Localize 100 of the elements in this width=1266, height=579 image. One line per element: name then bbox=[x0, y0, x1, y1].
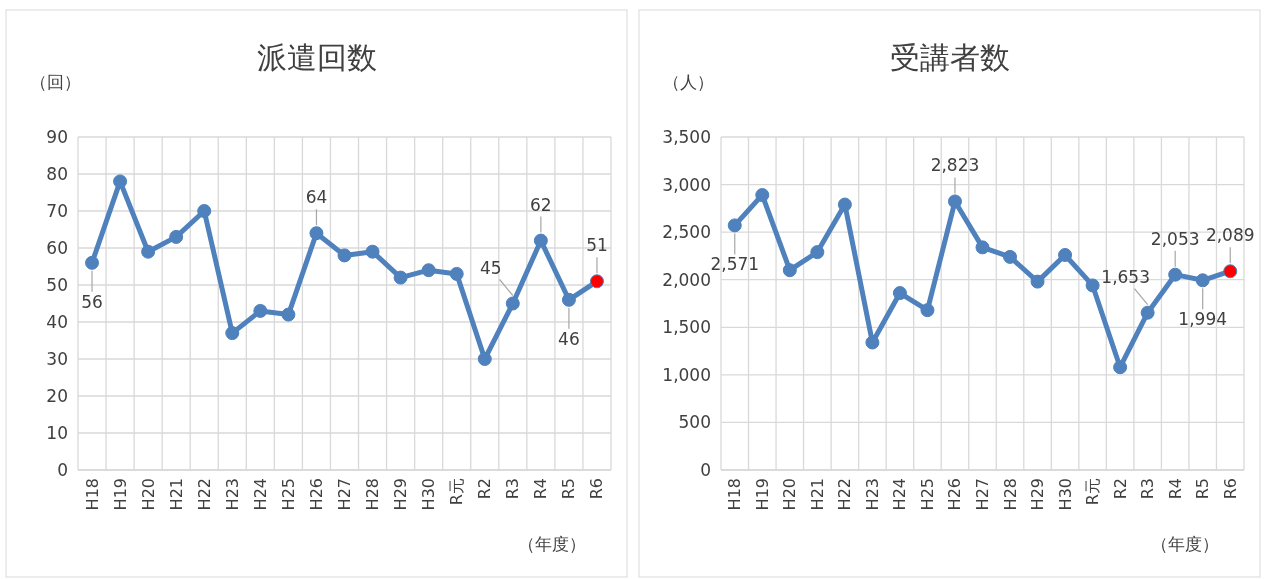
x-axis-title: （年度） bbox=[1151, 534, 1219, 554]
x-tick-label: H27 bbox=[973, 478, 992, 511]
x-tick-label: H22 bbox=[835, 478, 855, 511]
y-tick-label: 0 bbox=[57, 460, 68, 480]
point bbox=[1195, 273, 1210, 288]
x-tick-label: H25 bbox=[917, 478, 937, 511]
data-label: 2,089 bbox=[1205, 225, 1255, 246]
data-label: 2,053 bbox=[1150, 228, 1200, 249]
y-tick-label: 40 bbox=[46, 312, 68, 332]
y-tick-label: 500 bbox=[678, 412, 711, 433]
point bbox=[1030, 274, 1045, 289]
point bbox=[85, 255, 100, 270]
y-tick-label: 3,500 bbox=[662, 127, 711, 147]
chart-title: 派遣回数 bbox=[256, 40, 377, 75]
data-label: 56 bbox=[81, 291, 103, 312]
point bbox=[113, 174, 128, 189]
point bbox=[225, 326, 240, 341]
x-tick-label: H19 bbox=[110, 478, 130, 511]
point bbox=[920, 303, 935, 318]
y-tick-label: 2,000 bbox=[662, 269, 711, 290]
point bbox=[1168, 267, 1183, 282]
x-tick-label: H29 bbox=[391, 478, 411, 511]
data-label: 62 bbox=[530, 194, 552, 215]
x-tick-label: R5 bbox=[559, 478, 579, 500]
point bbox=[393, 270, 408, 285]
x-tick-label: H26 bbox=[306, 478, 326, 511]
y-tick-label: 80 bbox=[46, 164, 68, 184]
y-tick-label: 20 bbox=[46, 386, 68, 406]
y-tick-label: 2,500 bbox=[662, 222, 711, 243]
point bbox=[253, 303, 268, 318]
data-label: 1,653 bbox=[1101, 266, 1150, 287]
x-tick-label: H24 bbox=[250, 478, 270, 511]
x-tick-label: H20 bbox=[780, 478, 800, 511]
x-tick-label: R4 bbox=[1165, 478, 1185, 500]
y-tick-label: 3,000 bbox=[662, 174, 711, 195]
y-axis-title: （人） bbox=[663, 72, 714, 92]
point bbox=[1113, 360, 1128, 375]
point bbox=[477, 352, 492, 366]
x-tick-label: H19 bbox=[752, 478, 772, 511]
point bbox=[975, 240, 990, 255]
x-tick-label: R6 bbox=[1220, 478, 1240, 500]
point bbox=[782, 263, 797, 278]
x-tick-label: H23 bbox=[862, 478, 882, 511]
point bbox=[1058, 247, 1073, 262]
point bbox=[533, 233, 548, 248]
point bbox=[421, 263, 436, 278]
point bbox=[505, 296, 520, 311]
point bbox=[892, 286, 907, 301]
x-tick-label: R3 bbox=[503, 478, 523, 500]
y-tick-label: 1,000 bbox=[662, 364, 711, 385]
x-tick-label: R4 bbox=[531, 478, 551, 500]
y-tick-label: 10 bbox=[46, 423, 68, 443]
x-tick-label: H21 bbox=[166, 478, 186, 511]
x-tick-label: H21 bbox=[807, 478, 827, 511]
point bbox=[169, 229, 184, 244]
point bbox=[727, 218, 742, 233]
x-tick-label: H25 bbox=[278, 478, 298, 511]
point bbox=[197, 204, 212, 218]
data-label: 2,823 bbox=[930, 155, 980, 176]
x-tick-label: R2 bbox=[475, 478, 495, 500]
point bbox=[1223, 264, 1238, 279]
y-tick-label: 90 bbox=[46, 127, 68, 147]
y-tick-label: 60 bbox=[46, 238, 68, 258]
y-tick-label: 30 bbox=[46, 349, 68, 369]
x-tick-label: H29 bbox=[1028, 478, 1048, 511]
x-tick-label: H18 bbox=[82, 478, 102, 511]
point bbox=[810, 245, 825, 260]
x-tick-label: R元 bbox=[447, 478, 467, 506]
data-label: 64 bbox=[305, 187, 328, 208]
x-tick-label: H28 bbox=[1000, 478, 1020, 511]
x-tick-label: H18 bbox=[725, 478, 745, 511]
x-tick-label: H26 bbox=[945, 478, 965, 511]
point bbox=[309, 226, 324, 241]
point bbox=[755, 188, 770, 203]
y-axis-title: （回） bbox=[30, 72, 81, 92]
x-tick-label: H22 bbox=[194, 478, 214, 511]
point bbox=[837, 197, 852, 212]
x-tick-label: H28 bbox=[363, 478, 383, 511]
y-tick-label: 0 bbox=[700, 460, 711, 480]
point bbox=[1140, 305, 1155, 320]
x-tick-label: R元 bbox=[1083, 478, 1103, 506]
point bbox=[561, 292, 576, 307]
y-tick-label: 70 bbox=[46, 201, 68, 221]
point bbox=[1003, 249, 1018, 264]
data-label: 2,571 bbox=[710, 254, 760, 275]
x-tick-label: H23 bbox=[222, 478, 242, 511]
x-tick-label: H30 bbox=[1055, 478, 1075, 511]
point bbox=[365, 244, 380, 259]
point bbox=[589, 274, 604, 289]
point bbox=[281, 307, 296, 322]
x-tick-label: H24 bbox=[890, 478, 910, 511]
point bbox=[1085, 278, 1100, 293]
data-label: 45 bbox=[480, 257, 502, 278]
x-tick-label: R3 bbox=[1138, 478, 1158, 500]
x-axis-title: （年度） bbox=[518, 534, 586, 554]
point bbox=[865, 335, 880, 350]
y-tick-label: 1,500 bbox=[662, 317, 711, 338]
data-label: 51 bbox=[586, 235, 608, 256]
data-label: 46 bbox=[558, 328, 580, 349]
point bbox=[947, 194, 962, 209]
